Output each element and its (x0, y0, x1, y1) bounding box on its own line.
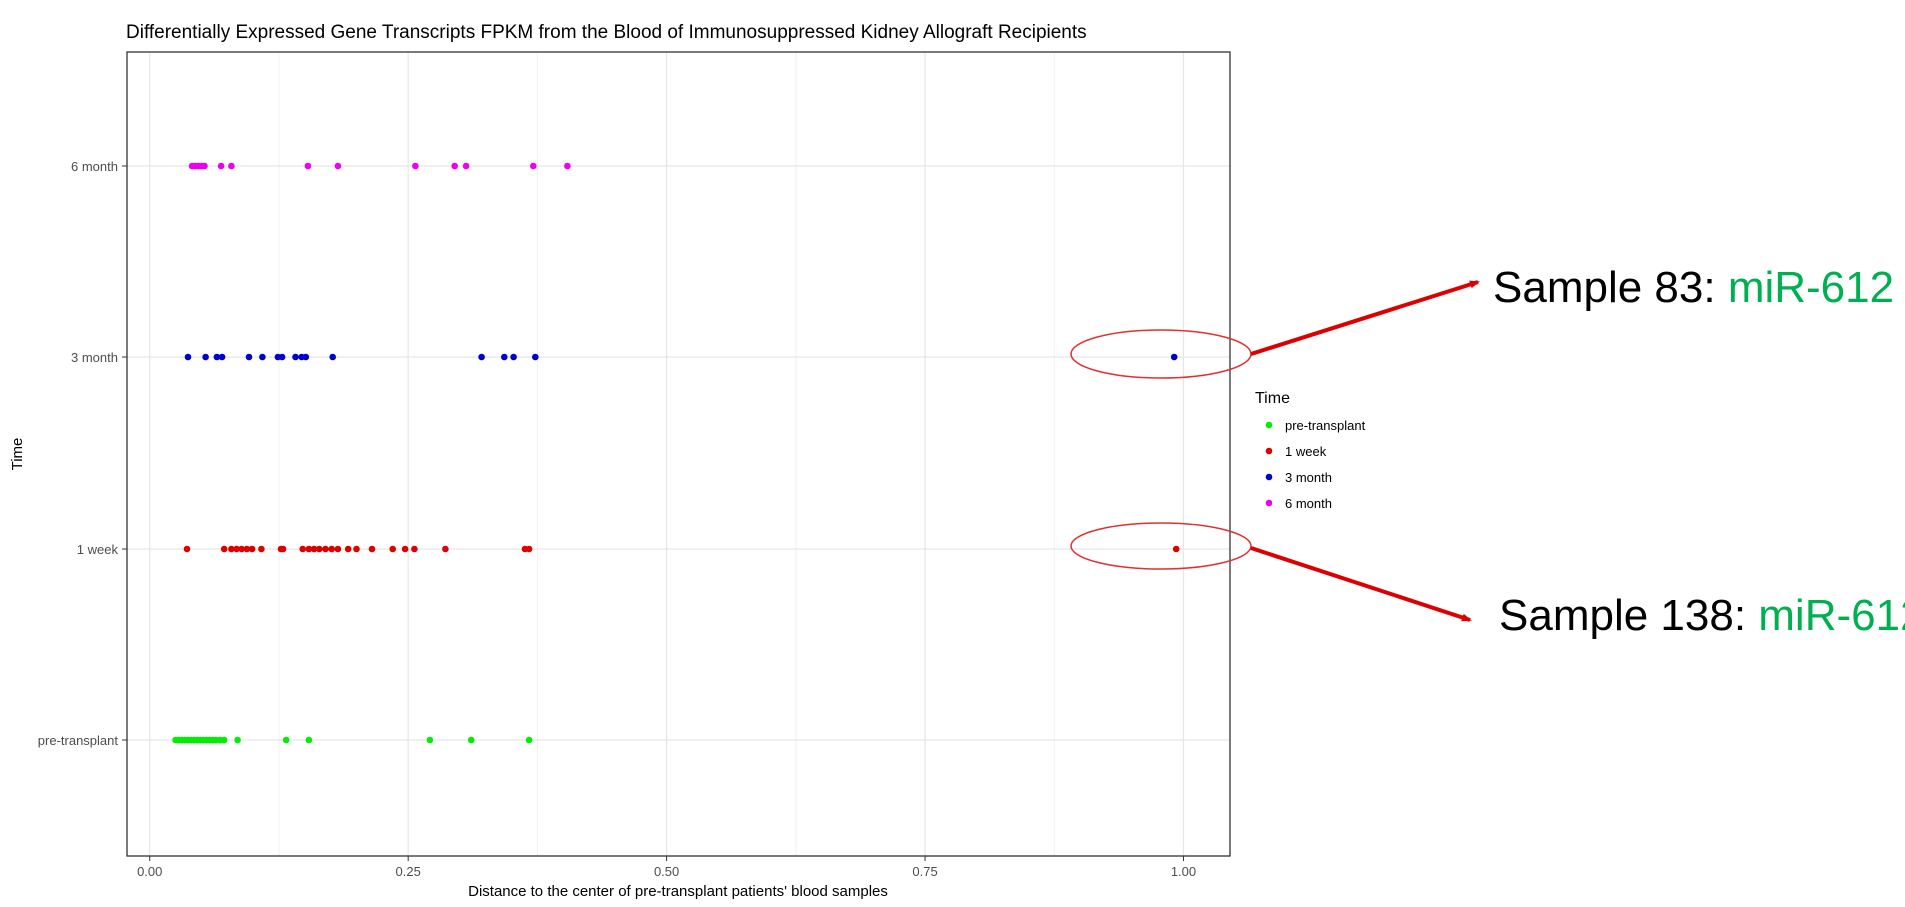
data-point (1170, 353, 1178, 361)
data-point (462, 162, 470, 170)
legend: Time pre-transplant 1 week 3 month 6 month (1255, 390, 1366, 511)
data-point (258, 545, 265, 553)
callout-sample-83-gene: miR-612 (1728, 263, 1894, 312)
legend-key (1265, 447, 1273, 455)
callout-sample-83-prefix: Sample 83: (1493, 263, 1728, 312)
annotations: Sample 83: miR-612 Sample 138: miR-612 (1070, 263, 1905, 640)
data-point (316, 545, 323, 553)
legend-key (1265, 473, 1273, 481)
data-point (401, 545, 409, 553)
data-point (451, 162, 459, 170)
data-point (334, 162, 342, 170)
legend-key (1265, 499, 1273, 507)
data-point (305, 545, 313, 553)
plot-panel-border (126, 51, 1231, 857)
legend-label: 3 month (1285, 470, 1332, 485)
data-point (217, 162, 225, 170)
data-point (184, 353, 192, 361)
highlight-ellipse-1-week (1070, 522, 1252, 570)
data-point (282, 736, 290, 744)
data-point (183, 545, 191, 553)
data-point (243, 545, 251, 553)
data-point (310, 545, 318, 553)
data-point (305, 736, 313, 744)
data-point (218, 353, 226, 361)
data-point (389, 545, 397, 553)
x-axis: 0.00 0.25 0.50 0.75 1.00 (137, 856, 1196, 879)
data-point (322, 545, 329, 553)
x-tick-label: 0.50 (654, 864, 679, 879)
callout-sample-138-gene: miR-612 (1758, 591, 1905, 640)
data-point (238, 545, 245, 553)
x-tick-label: 0.00 (137, 864, 162, 879)
data-point (530, 162, 537, 170)
legend-key (1265, 421, 1273, 429)
y-axis: pre-transplant 1 week 3 month 6 month (38, 159, 127, 748)
plot-background (127, 52, 1230, 856)
data-point (259, 353, 266, 361)
x-tick-label: 0.25 (396, 864, 421, 879)
data-point (302, 353, 310, 361)
x-axis-title: Distance to the center of pre-transplant… (468, 883, 888, 900)
data-point (1172, 545, 1180, 553)
data-point (292, 353, 299, 361)
callout-sample-138: Sample 138: miR-612 (1499, 591, 1905, 640)
callout-arrow-top (1250, 280, 1480, 356)
data-point (525, 736, 533, 744)
data-point (329, 353, 337, 361)
data-point (278, 353, 286, 361)
x-tick-label: 0.75 (912, 864, 937, 879)
y-tick-label: 6 month (71, 159, 118, 174)
data-point (328, 545, 336, 553)
y-tick-label: 3 month (71, 350, 118, 365)
data-point (234, 736, 241, 744)
data-point (213, 353, 221, 361)
chart-title: Differentially Expressed Gene Transcript… (126, 22, 1087, 43)
data-points (172, 162, 1180, 744)
data-point (426, 736, 434, 744)
data-point (228, 545, 235, 553)
data-point (334, 545, 342, 553)
data-point (344, 545, 352, 553)
callout-arrow-bottom (1250, 546, 1472, 622)
y-tick-label: 1 week (77, 542, 119, 557)
data-point (233, 545, 240, 553)
data-point (525, 545, 533, 553)
data-point (532, 353, 539, 361)
data-point (501, 353, 508, 361)
data-point (245, 353, 253, 361)
data-point (353, 545, 360, 553)
y-axis-title: Time (9, 438, 26, 471)
data-point (467, 736, 475, 744)
y-tick-label: pre-transplant (38, 733, 119, 748)
legend-label: 1 week (1285, 444, 1327, 459)
data-point (299, 545, 307, 553)
legend-label: pre-transplant (1285, 418, 1366, 433)
x-tick-label: 1.00 (1171, 864, 1196, 879)
data-point (202, 353, 209, 361)
data-point (564, 162, 571, 170)
data-point (412, 162, 419, 170)
data-point (368, 545, 376, 553)
data-point (478, 353, 485, 361)
data-point (228, 162, 235, 170)
grid-lines (127, 52, 1230, 856)
callout-sample-138-prefix: Sample 138: (1499, 591, 1758, 640)
legend-title: Time (1255, 390, 1290, 407)
data-point (201, 162, 208, 170)
legend-label: 6 month (1285, 496, 1332, 511)
callout-sample-83: Sample 83: miR-612 (1493, 263, 1894, 312)
data-point (279, 545, 287, 553)
data-point (220, 736, 228, 744)
data-point (248, 545, 256, 553)
data-point (304, 162, 312, 170)
data-point (220, 545, 228, 553)
data-point (510, 353, 517, 361)
data-point (411, 545, 418, 553)
data-point (442, 545, 449, 553)
